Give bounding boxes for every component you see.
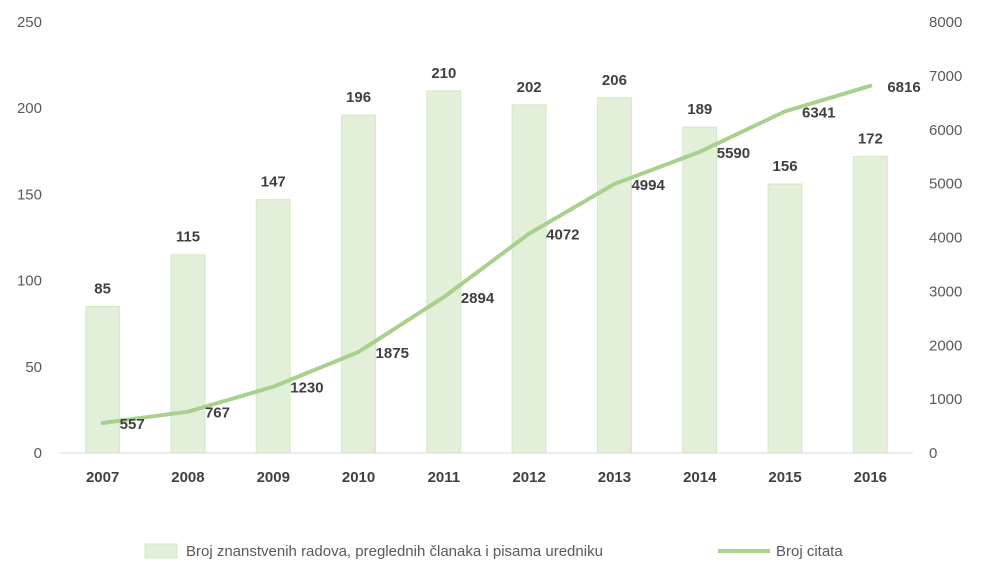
bar-label-2010: 196 — [346, 89, 371, 106]
x-tick-2016: 2016 — [854, 469, 887, 486]
line-label-2012: 4072 — [546, 227, 579, 244]
y-right-tick-4000: 4000 — [929, 230, 962, 247]
bar-series — [85, 90, 888, 454]
line-label-2011: 2894 — [461, 290, 495, 307]
x-tick-2011: 2011 — [428, 469, 461, 486]
line-label-2013: 4994 — [631, 177, 665, 194]
x-tick-2015: 2015 — [768, 469, 801, 486]
line-label-2009: 1230 — [290, 380, 323, 397]
legend-label-bars: Broj znanstvenih radova, preglednih član… — [186, 543, 603, 560]
legend: Broj znanstvenih radova, preglednih član… — [144, 543, 843, 560]
bar-label-2012: 202 — [517, 79, 542, 96]
y-left-tick-50: 50 — [25, 359, 42, 376]
bar-label-2013: 206 — [602, 72, 627, 89]
x-tick-2012: 2012 — [512, 469, 545, 486]
line-label-2016: 6816 — [887, 79, 920, 96]
line-label-2010: 1875 — [376, 345, 409, 362]
y-right-tick-1000: 1000 — [929, 391, 962, 408]
x-tick-2013: 2013 — [598, 469, 631, 486]
bar-label-2015: 156 — [773, 158, 798, 175]
y-right-tick-6000: 6000 — [929, 122, 962, 139]
y-left-tick-250: 250 — [17, 14, 42, 31]
bar-label-2007: 85 — [94, 280, 111, 297]
y-right-tick-0: 0 — [929, 445, 937, 462]
bar-2009 — [255, 199, 291, 454]
bar-label-2011: 210 — [431, 65, 456, 82]
bar-label-2008: 115 — [176, 229, 200, 246]
line-label-2007: 557 — [120, 416, 145, 433]
y-right-tick-5000: 5000 — [929, 176, 962, 193]
line-label-2008: 767 — [205, 405, 230, 422]
bar-2012 — [511, 104, 547, 454]
bar-2010 — [341, 114, 377, 454]
bar-2014 — [682, 126, 718, 454]
bar-2008 — [170, 254, 206, 454]
x-tick-2007: 2007 — [86, 469, 119, 486]
bar-label-2009: 147 — [261, 174, 286, 191]
y-right-tick-3000: 3000 — [929, 283, 962, 300]
bar-2007 — [85, 305, 121, 454]
line-series — [100, 83, 873, 425]
y-left-tick-200: 200 — [17, 100, 42, 117]
line-label-2014: 5590 — [717, 145, 750, 162]
y-right-tick-2000: 2000 — [929, 337, 962, 354]
bar-2015 — [767, 183, 803, 454]
legend-label-line: Broj citata — [776, 543, 843, 560]
y-right-tick-7000: 7000 — [929, 68, 962, 85]
x-tick-2010: 2010 — [342, 469, 375, 486]
x-tick-2008: 2008 — [171, 469, 204, 486]
bar-label-2014: 189 — [687, 101, 712, 118]
y-left-tick-150: 150 — [17, 186, 42, 203]
y-left-tick-0: 0 — [34, 445, 42, 462]
bar-label-2016: 172 — [858, 130, 883, 147]
data-labels: 85 115 147 196 210 202 206 189 156 172 557 767 1230 1… — [94, 65, 920, 433]
x-tick-2009: 2009 — [257, 469, 290, 486]
line-label-2015: 6341 — [802, 104, 835, 121]
x-tick-2014: 2014 — [683, 469, 717, 486]
y-left-tick-100: 100 — [17, 273, 42, 290]
y-right-tick-8000: 8000 — [929, 14, 962, 31]
axes: 0 50 100 150 200 250 0 1000 2000 3000 4000 5000 6000… — [17, 14, 962, 486]
bar-2011 — [426, 90, 462, 454]
bar-2016 — [852, 155, 888, 454]
legend-swatch-bars — [144, 543, 178, 559]
line-citations — [100, 83, 873, 425]
bar-2013 — [596, 97, 632, 454]
